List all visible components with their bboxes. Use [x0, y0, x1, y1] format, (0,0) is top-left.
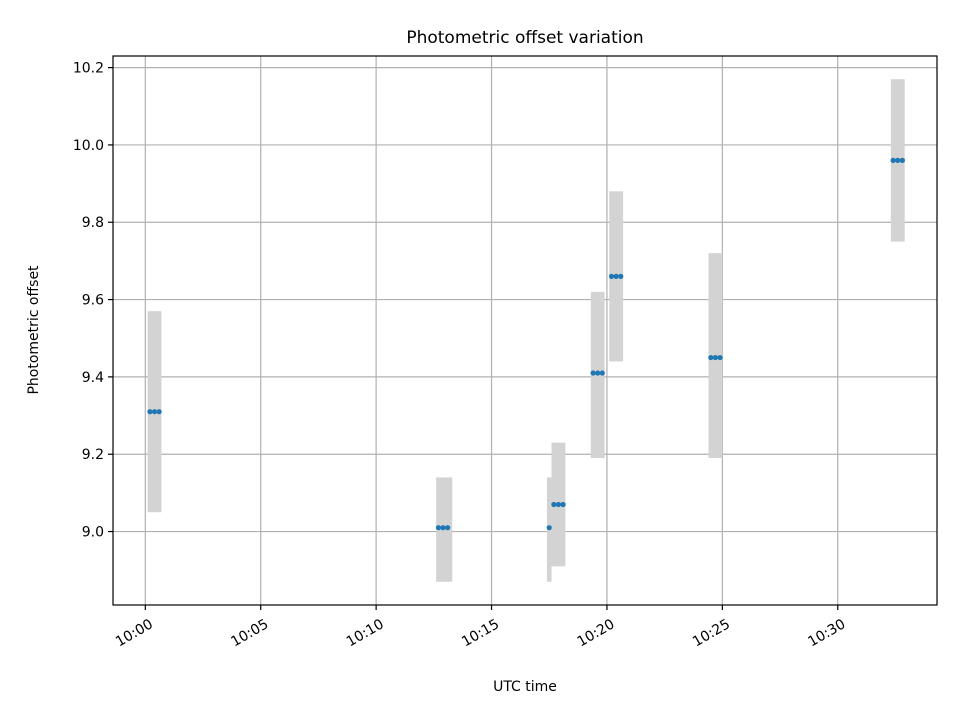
data-point — [595, 370, 601, 376]
data-point — [560, 501, 566, 508]
data-point — [712, 354, 719, 361]
data-point — [551, 501, 557, 508]
y-tick-label: 9.4 — [82, 370, 104, 386]
data-point — [445, 525, 451, 531]
data-point — [717, 354, 723, 361]
x-tick-label: 10:15 — [459, 616, 502, 650]
x-tick-label: 10:00 — [113, 616, 156, 650]
x-tick-label: 10:25 — [690, 616, 733, 650]
data-point — [613, 273, 619, 279]
chart-title: Photometric offset variation — [406, 28, 643, 48]
y-tick-label: 9.0 — [82, 525, 104, 541]
x-tick-label: 10:30 — [805, 616, 848, 650]
data-point — [608, 273, 615, 279]
data-point — [546, 525, 552, 531]
data-point — [618, 273, 624, 279]
data-point — [708, 354, 714, 361]
data-point — [156, 409, 162, 415]
data-point — [899, 157, 905, 163]
x-tick-label: 10:20 — [575, 616, 618, 650]
data-point — [555, 501, 562, 508]
data-point — [435, 525, 442, 531]
x-axis-ticks: 10:00 10:05 10:10 10:15 10:20 10:25 10:30 — [113, 605, 848, 650]
data-point — [895, 157, 901, 163]
data-points — [147, 157, 905, 531]
y-tick-label: 9.8 — [82, 215, 104, 231]
x-tick-label: 10:05 — [228, 616, 271, 650]
data-point — [599, 370, 605, 376]
y-tick-label: 10.2 — [73, 61, 104, 77]
data-point — [890, 157, 896, 163]
grid-lines — [113, 56, 937, 605]
y-tick-label: 10.0 — [73, 138, 104, 154]
x-tick-label: 10:10 — [344, 616, 387, 650]
y-axis-ticks: 9.0 9.2 9.4 9.6 9.8 10.0 10.2 — [73, 61, 113, 541]
y-tick-label: 9.2 — [82, 447, 104, 463]
x-axis-label: UTC time — [493, 679, 557, 695]
y-tick-label: 9.6 — [82, 293, 104, 309]
data-point — [440, 525, 446, 531]
data-point — [151, 409, 158, 415]
y-axis-label: Photometric offset — [26, 265, 42, 395]
data-point — [147, 409, 153, 415]
data-point — [590, 370, 596, 376]
plot-frame — [112, 55, 938, 606]
